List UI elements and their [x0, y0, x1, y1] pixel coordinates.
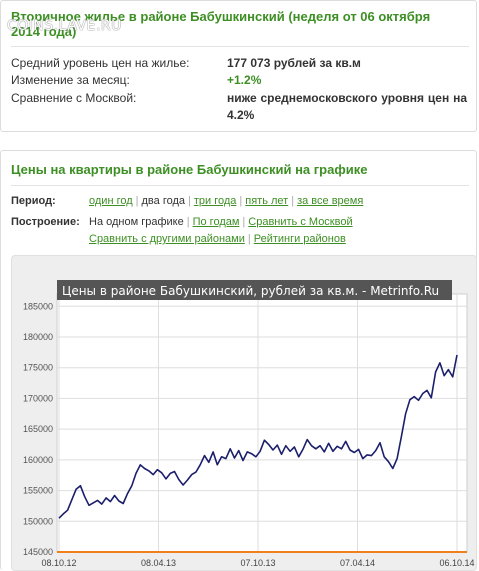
x-tick-label: 08.10.12 — [41, 558, 76, 568]
summary-title: Вторичное жилье в районе Бабушкинский (н… — [11, 9, 431, 39]
chart-title: Цены в районе Бабушкинский, рублей за кв… — [62, 284, 439, 298]
build-option-by-years[interactable]: По годам — [192, 216, 240, 228]
y-tick-label: 185000 — [23, 301, 53, 311]
monthly-change-label: Изменение за месяц: — [11, 73, 130, 87]
build-option-compare-moscow[interactable]: Сравнить с Москвой — [248, 216, 353, 228]
price-chart: 08.10.12 08.04.13 07.10.13 07.04.14 06.10.14… — [11, 255, 477, 571]
y-tick-label: 175000 — [23, 363, 53, 373]
period-options: один год | два года | три года | пять лет | за в… — [89, 195, 363, 207]
y-tick-label: 145000 — [23, 547, 53, 557]
chart-title-bar — [57, 280, 452, 300]
chart-section-title: Цены на квартиры в районе Бабушкинский н… — [11, 162, 368, 177]
y-tick-label: 160000 — [23, 455, 53, 465]
price-chart-svg: 08.10.12 08.04.13 07.10.13 07.04.14 06.10.14… — [23, 280, 475, 568]
period-option-one-year[interactable]: один год — [89, 195, 133, 207]
moscow-compare-label: Сравнение с Москвой: — [11, 91, 137, 105]
separator: | — [239, 195, 243, 207]
x-tick-label: 07.04.14 — [340, 558, 375, 568]
y-tick-label: 180000 — [23, 332, 53, 342]
x-tick-label: 08.04.13 — [141, 558, 176, 568]
separator: | — [135, 195, 139, 207]
separator: | — [247, 233, 251, 245]
monthly-change-value: +1.2% — [227, 73, 262, 87]
chart-divider — [11, 185, 469, 186]
moscow-compare-value: ниже среднемосковского уровня цен на 4.2… — [227, 91, 467, 122]
avg-price-label: Средний уровень цен на жилье: — [11, 56, 190, 70]
plot-area — [56, 293, 468, 553]
build-option-single-chart: На одном графике — [89, 216, 184, 228]
period-option-five-years[interactable]: пять лет — [245, 195, 289, 207]
avg-price-value: 177 073 рублей за кв.м — [227, 56, 361, 70]
y-tick-label: 170000 — [23, 393, 53, 403]
chart-panel: Цены на квартиры в районе Бабушкинский н… — [0, 150, 477, 571]
period-label: Период: — [11, 195, 56, 207]
build-option-compare-districts[interactable]: Сравнить с другими районами — [89, 233, 245, 245]
build-options-row1: На одном графике | По годам | Сравнить с Мос… — [89, 216, 353, 228]
separator: | — [186, 216, 190, 228]
build-option-district-ratings[interactable]: Рейтинги районов — [253, 233, 346, 245]
y-tick-label: 150000 — [23, 516, 53, 526]
build-label: Построение: — [11, 216, 80, 228]
period-option-two-years: два года — [141, 195, 186, 207]
price-series-line — [58, 354, 458, 519]
period-option-all-time[interactable]: за все время — [297, 195, 364, 207]
x-tick-label: 06.10.14 — [439, 558, 474, 568]
build-options-row2: Сравнить с другими районами | Рейтинги рай… — [89, 233, 346, 245]
x-tick-label: 07.10.13 — [240, 558, 275, 568]
summary-divider — [11, 46, 469, 47]
separator: | — [188, 195, 191, 207]
price-summary-panel: Вторичное жилье в районе Бабушкинский (н… — [0, 0, 477, 132]
watermark: COINS.LAVE.RU — [7, 18, 122, 34]
separator: | — [291, 195, 295, 207]
y-tick-label: 155000 — [23, 486, 53, 496]
period-option-three-years[interactable]: три года — [193, 195, 237, 207]
separator: | — [242, 216, 246, 228]
y-tick-label: 165000 — [23, 424, 53, 434]
